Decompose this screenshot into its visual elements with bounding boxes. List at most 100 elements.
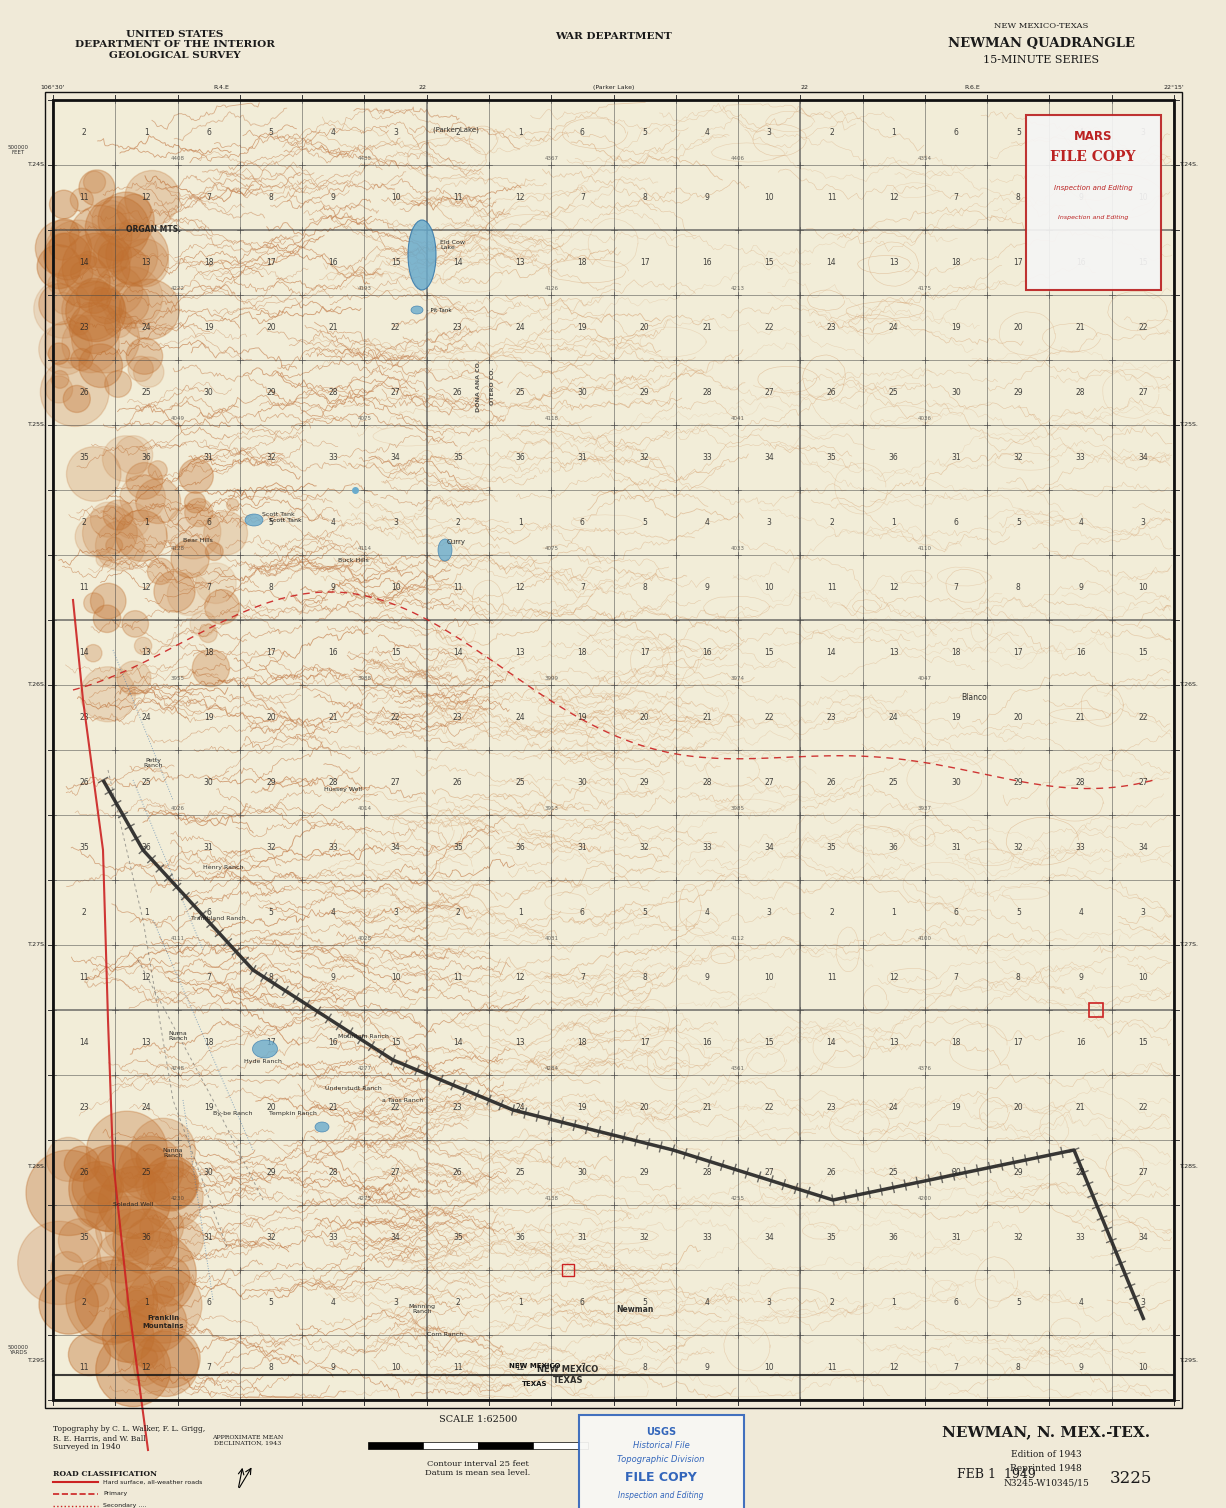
Text: 4036: 4036 [918,416,932,421]
Circle shape [109,1286,166,1342]
Text: 6: 6 [206,908,211,917]
Text: 14: 14 [452,1038,462,1047]
Text: UNITED STATES
DEPARTMENT OF THE INTERIOR
GEOLOGICAL SURVEY: UNITED STATES DEPARTMENT OF THE INTERIOR… [75,30,275,60]
Circle shape [135,638,152,654]
Text: Inspection and Editing: Inspection and Editing [1053,185,1133,192]
Text: 9: 9 [1078,193,1083,202]
Text: 1: 1 [143,908,148,917]
Text: 8: 8 [642,193,647,202]
Text: 23: 23 [826,323,836,332]
Circle shape [77,1193,112,1228]
Text: Inspection and Editing: Inspection and Editing [618,1491,704,1500]
Text: 5: 5 [642,908,647,917]
Text: 7: 7 [206,973,211,982]
Text: 14: 14 [452,648,462,657]
Text: 17: 17 [640,648,650,657]
Text: 28: 28 [329,778,338,787]
Text: 4222: 4222 [170,287,185,291]
Text: 2: 2 [455,519,460,526]
Text: 2: 2 [455,1298,460,1307]
Text: 4112: 4112 [731,936,745,941]
Text: 4: 4 [705,1298,710,1307]
Text: 1: 1 [891,128,896,137]
Text: 18: 18 [577,648,587,657]
Text: 26: 26 [452,778,462,787]
Circle shape [136,1145,166,1173]
Text: 16: 16 [329,648,338,657]
Text: 2: 2 [82,128,87,137]
Text: 8: 8 [1016,1363,1021,1372]
Text: 24: 24 [889,713,899,722]
Circle shape [96,1196,161,1261]
Circle shape [196,562,237,603]
Circle shape [53,293,75,314]
Text: 12: 12 [142,584,151,593]
Circle shape [199,624,217,642]
Text: 1: 1 [143,1298,148,1307]
Text: 10: 10 [1138,193,1148,202]
Circle shape [51,371,69,388]
Circle shape [125,170,179,225]
Text: 5: 5 [642,1298,647,1307]
Text: 11: 11 [80,1363,89,1372]
Text: 18: 18 [951,648,961,657]
Text: 4376: 4376 [918,1066,932,1071]
Text: Understudt Ranch: Understudt Ranch [325,1086,381,1090]
Circle shape [97,1232,148,1283]
Text: By-be Ranch: By-be Ranch [213,1111,253,1116]
Text: 14: 14 [80,648,89,657]
Text: 34: 34 [1138,1234,1148,1243]
Text: 12: 12 [889,193,899,202]
Text: 16: 16 [329,1038,338,1047]
Text: R.6.E: R.6.E [965,84,980,90]
Text: 4354: 4354 [918,155,932,161]
Text: 3: 3 [394,519,398,526]
Circle shape [116,510,167,561]
Text: 21: 21 [702,1102,711,1111]
Text: 28: 28 [702,778,711,787]
Text: 9: 9 [705,973,710,982]
Circle shape [58,255,110,308]
Text: 27: 27 [1138,778,1148,787]
Text: 16: 16 [1075,258,1085,267]
Text: 32: 32 [640,452,650,461]
Text: 19: 19 [951,1102,961,1111]
Text: APPROXIMATE MEAN
DECLINATION, 1943: APPROXIMATE MEAN DECLINATION, 1943 [212,1436,283,1446]
Circle shape [78,252,97,268]
Bar [1089,1003,1103,1016]
Text: 27: 27 [391,778,401,787]
Text: FILE COPY: FILE COPY [1051,149,1135,164]
Text: 11: 11 [826,973,836,982]
Text: 16: 16 [702,648,712,657]
Text: T.24S.: T.24S. [1179,163,1199,167]
Text: 33: 33 [702,1234,712,1243]
Circle shape [69,1333,110,1375]
Text: 6: 6 [954,519,959,526]
Text: FILE COPY: FILE COPY [625,1470,696,1484]
Text: 4275: 4275 [358,1196,371,1200]
Text: 5: 5 [1016,908,1021,917]
Text: 8: 8 [1016,973,1021,982]
Text: 3: 3 [394,908,398,917]
Text: Franklin
Mountains: Franklin Mountains [142,1315,184,1329]
Circle shape [96,520,145,570]
Circle shape [91,502,125,537]
Text: 27: 27 [764,388,774,397]
Text: 22: 22 [391,713,400,722]
Text: 23: 23 [452,323,462,332]
Circle shape [48,273,69,294]
Text: 4110: 4110 [918,546,932,550]
Text: 25: 25 [889,388,899,397]
Text: T.25S.: T.25S. [28,422,47,427]
Text: T.29S.: T.29S. [1179,1359,1199,1363]
Text: 36: 36 [141,452,151,461]
Text: 18: 18 [204,648,213,657]
Text: 4248: 4248 [170,1066,185,1071]
Text: Hussey Well: Hussey Well [324,787,362,792]
Text: 19: 19 [204,1102,213,1111]
Text: 25: 25 [889,1169,899,1178]
Text: 23: 23 [80,1102,89,1111]
Text: Soledad Well: Soledad Well [113,1202,153,1208]
Text: 26: 26 [826,778,836,787]
Text: 35: 35 [452,452,462,461]
